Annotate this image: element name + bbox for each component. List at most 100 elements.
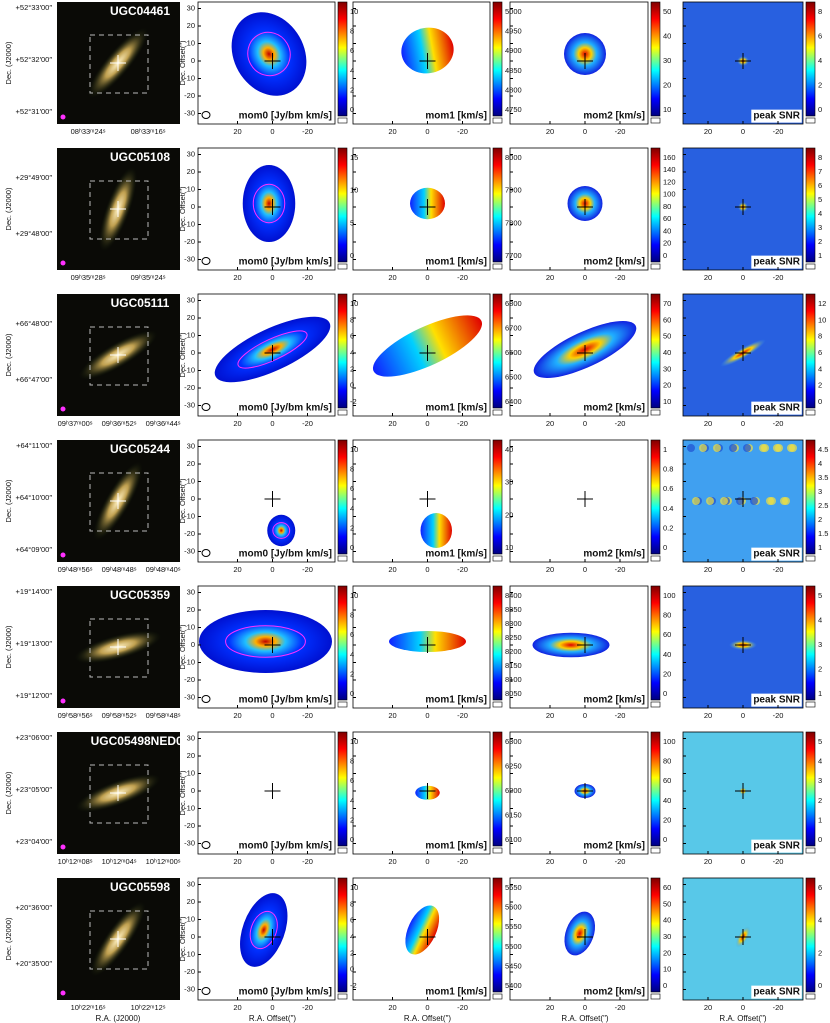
panel-frame	[197, 585, 336, 709]
panel-frame	[352, 293, 491, 417]
galaxy-name: UGC05111	[111, 296, 170, 310]
dec-axis-label: Dec. (J2000)	[4, 771, 13, 814]
y-tick-label: 10	[187, 768, 195, 777]
colorbar-tick-label: 8	[350, 899, 354, 908]
center-cross	[110, 55, 126, 71]
center-cross	[110, 493, 126, 509]
center-cross	[264, 783, 281, 799]
x-tick-label: 20	[388, 419, 396, 428]
colorbar	[805, 439, 816, 555]
field-box	[89, 764, 149, 824]
panel-label: peak SNR	[753, 549, 800, 560]
colorbar-tick-label: 0	[663, 835, 667, 844]
colorbar	[337, 585, 348, 701]
x-tick-label: 20	[546, 419, 554, 428]
colorbar-tick-label: 50	[663, 7, 671, 16]
center-cross	[577, 637, 593, 653]
x-tick-label: 0	[425, 273, 429, 282]
offset-y-label: Dec. Offset(")	[178, 478, 187, 524]
colorbar-under	[492, 555, 503, 562]
panel-label: peak SNR	[753, 257, 800, 268]
colorbar	[337, 439, 348, 555]
center-cross	[419, 53, 436, 69]
colorbar-tick-label: 100	[663, 737, 676, 746]
ra-tick-label: 10ʰ22ᵐ16ˢ	[71, 1003, 106, 1012]
panel-frame	[509, 147, 649, 271]
x-tick-label: 20	[546, 711, 554, 720]
dec-tick-label: +29°49′00″	[16, 173, 53, 182]
panel-frame	[197, 877, 336, 1001]
colorbar-tick-label: 2	[818, 237, 822, 246]
colorbar-tick-label: 60	[663, 883, 671, 892]
colorbar-tick-label: 8400	[505, 591, 522, 600]
beam	[201, 403, 211, 411]
x-tick-label: 0	[270, 1003, 274, 1012]
colorbar-tick-label: 20	[663, 669, 671, 678]
label-box	[751, 985, 802, 999]
colorbar-tick-label: 6	[350, 46, 354, 55]
x-tick-label: 0	[583, 419, 587, 428]
center-cross	[735, 637, 751, 653]
colorbar-tick-label: 4	[350, 796, 354, 805]
ra-tick-label: 10ʰ22ᵐ12ˢ	[131, 1003, 166, 1012]
dec-axis-label: Dec. (J2000)	[4, 917, 13, 960]
colorbar-tick-label: 0	[350, 251, 354, 260]
noise	[692, 497, 700, 505]
center-cross	[110, 347, 126, 363]
x-tick-label: 20	[233, 1003, 241, 1012]
x-tick-label: 20	[704, 127, 712, 136]
x-tick-label: 0	[270, 565, 274, 574]
colorbar-tick-label: 0	[663, 689, 667, 698]
center-cross	[110, 931, 126, 947]
colorbar-tick-label: 10	[350, 186, 358, 195]
center-cross	[735, 199, 751, 215]
colorbar-tick-label: 4	[818, 56, 822, 65]
dec-tick-label: +52°33′00″	[16, 3, 53, 12]
colorbar-tick-label: 2	[818, 664, 822, 673]
dec-axis-label: Dec. (J2000)	[4, 625, 13, 668]
center-cross	[735, 491, 751, 507]
offset-y-label: Dec. Offset(")	[178, 332, 187, 378]
x-tick-label: 0	[741, 565, 745, 574]
colorbar-tick-label: 3	[818, 776, 822, 785]
x-tick-label: -20	[457, 565, 468, 574]
panel-label: mom2 [km/s]	[583, 111, 645, 122]
y-tick-label: -20	[184, 529, 195, 538]
colorbar-tick-label: 8050	[505, 689, 522, 698]
x-tick-label: 20	[546, 273, 554, 282]
y-tick-label: 10	[187, 622, 195, 631]
y-tick-label: 30	[187, 733, 195, 742]
colorbar-tick-label: 6250	[505, 761, 522, 770]
beam	[60, 260, 66, 266]
dec-tick-label: +66°48′00″	[16, 319, 53, 328]
colorbar-tick-label: 0	[350, 689, 354, 698]
center-cross	[264, 637, 281, 653]
center-cross	[577, 929, 593, 945]
ra-tick-label: 10ʰ12ᵐ04ˢ	[102, 857, 137, 866]
colorbar	[650, 1, 661, 117]
y-tick-label: -30	[184, 254, 195, 263]
panel-label: mom1 [km/s]	[425, 841, 487, 852]
y-tick-label: 20	[187, 459, 195, 468]
ra-axis-label: R.A. (J2000)	[96, 1014, 141, 1023]
beam	[201, 841, 211, 849]
colorbar-tick-label: 3.5	[818, 473, 828, 482]
colorbar-tick-label: 10	[663, 397, 671, 406]
colorbar	[337, 731, 348, 847]
noise	[750, 497, 758, 505]
x-tick-label: -20	[302, 711, 313, 720]
y-tick-label: 30	[187, 441, 195, 450]
colorbar-tick-label: 40	[663, 650, 671, 659]
colorbar-under	[492, 993, 503, 1000]
colorbar-under	[650, 993, 661, 1000]
colorbar-tick-label: 20	[663, 239, 671, 248]
y-tick-label: 10	[187, 914, 195, 923]
y-tick-label: 0	[191, 640, 195, 649]
panel-label: mom0 [Jy/bm km/s]	[239, 549, 332, 560]
colorbar-tick-label: 8	[350, 27, 354, 36]
panel-label: peak SNR	[753, 403, 800, 414]
panel-frame	[352, 877, 491, 1001]
colorbar-under	[805, 701, 816, 708]
y-tick-label: 30	[187, 587, 195, 596]
colorbar-tick-label: 2	[818, 515, 822, 524]
